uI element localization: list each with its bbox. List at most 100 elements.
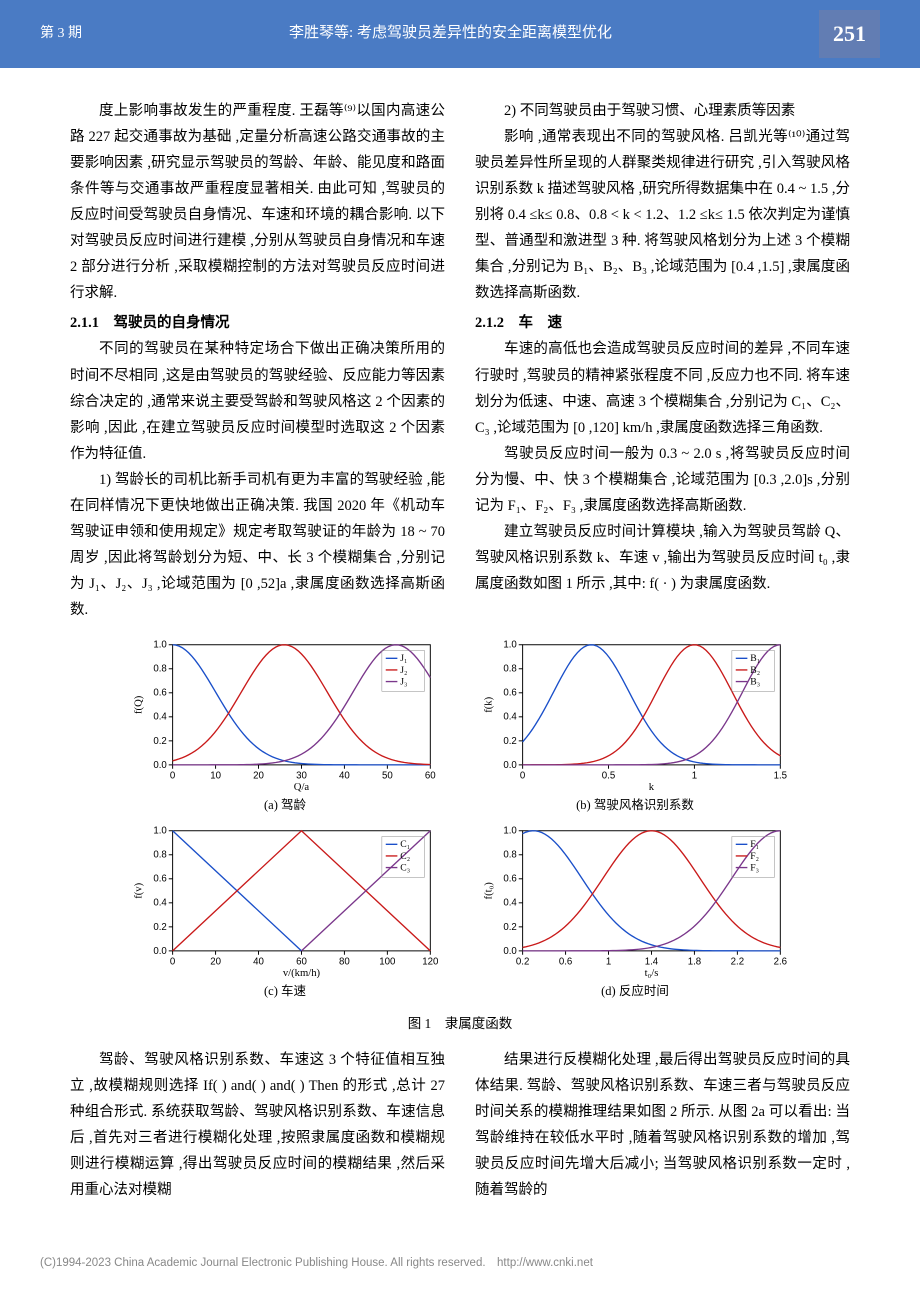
- svg-text:0.0: 0.0: [153, 946, 166, 957]
- svg-text:C₂: C₂: [400, 851, 410, 862]
- svg-text:0.8: 0.8: [503, 850, 516, 861]
- svg-text:30: 30: [296, 771, 307, 782]
- svg-text:60: 60: [296, 956, 307, 967]
- svg-text:k: k: [649, 783, 655, 793]
- svg-text:J₃: J₃: [400, 677, 407, 688]
- chart-a-svg: 01020304050600.00.20.40.60.81.0Q/af(Q)J₁…: [130, 637, 440, 792]
- svg-text:C₁: C₁: [400, 839, 410, 850]
- svg-text:0.0: 0.0: [503, 760, 516, 771]
- section-heading: 2.1.2 车 速: [475, 310, 850, 336]
- svg-text:f(t₀): f(t₀): [484, 882, 495, 900]
- chart-c-svg: 0204060801001200.00.20.40.60.81.0v/(km/h…: [130, 823, 440, 978]
- svg-text:80: 80: [339, 956, 350, 967]
- panel-a-caption: (a) 驾龄: [130, 794, 440, 817]
- svg-text:0: 0: [170, 771, 175, 782]
- svg-text:f(k): f(k): [484, 697, 495, 713]
- svg-text:10: 10: [210, 771, 221, 782]
- svg-text:0.6: 0.6: [153, 874, 166, 885]
- svg-text:J₂: J₂: [400, 665, 407, 676]
- svg-text:0.0: 0.0: [153, 760, 166, 771]
- svg-text:0.5: 0.5: [602, 771, 615, 782]
- svg-text:C₃: C₃: [400, 862, 410, 873]
- svg-text:0.2: 0.2: [503, 736, 516, 747]
- page-footer: (C)1994-2023 China Academic Journal Elec…: [0, 1223, 920, 1284]
- page-number: 251: [819, 10, 880, 58]
- svg-text:1.5: 1.5: [774, 771, 787, 782]
- chart-d-svg: 0.20.611.41.82.22.60.00.20.40.60.81.0t₀/…: [480, 823, 790, 978]
- panel-c-caption: (c) 车速: [130, 980, 440, 1003]
- svg-text:f(Q): f(Q): [134, 696, 145, 715]
- svg-text:50: 50: [382, 771, 393, 782]
- svg-text:0.4: 0.4: [503, 712, 517, 723]
- paragraph: 1) 驾龄长的司机比新手司机有更为丰富的驾驶经验 ,能在同样情况下更快地做出正确…: [70, 467, 445, 624]
- paragraph: 不同的驾驶员在某种特定场合下做出正确决策所用的时间不尽相同 ,这是由驾驶员的驾驶…: [70, 336, 445, 466]
- svg-text:1.0: 1.0: [153, 640, 166, 651]
- page-body: 度上影响事故发生的严重程度. 王磊等⁽⁹⁾以国内高速公路 227 起交通事故为基…: [0, 68, 920, 1224]
- page-header: 第 3 期 李胜琴等: 考虑驾驶员差异性的安全距离模型优化 251: [0, 0, 920, 68]
- paragraph: 建立驾驶员反应时间计算模块 ,输入为驾驶员驾龄 Q、驾驶风格识别系数 k、车速 …: [475, 519, 850, 597]
- svg-text:v/(km/h): v/(km/h): [283, 968, 321, 978]
- svg-text:0.4: 0.4: [153, 712, 167, 723]
- svg-text:0.6: 0.6: [559, 956, 572, 967]
- svg-text:120: 120: [422, 956, 438, 967]
- svg-text:B₂: B₂: [750, 665, 760, 676]
- svg-text:B₃: B₃: [750, 677, 760, 688]
- svg-text:J₁: J₁: [400, 654, 407, 665]
- svg-text:0.8: 0.8: [153, 850, 166, 861]
- svg-text:100: 100: [379, 956, 395, 967]
- svg-text:0.8: 0.8: [153, 664, 166, 675]
- figure-1-panel-d: 0.20.611.41.82.22.60.00.20.40.60.81.0t₀/…: [480, 823, 790, 1003]
- paragraph: 度上影响事故发生的严重程度. 王磊等⁽⁹⁾以国内高速公路 227 起交通事故为基…: [70, 98, 445, 307]
- svg-text:0.0: 0.0: [503, 946, 516, 957]
- figure-1-caption: 图 1 隶属度函数: [70, 1012, 850, 1036]
- paragraph: 驾驶员反应时间一般为 0.3 ~ 2.0 s ,将驾驶员反应时间分为慢、中、快 …: [475, 441, 850, 519]
- paragraph: 车速的高低也会造成驾驶员反应时间的差异 ,不同车速行驶时 ,驾驶员的精神紧张程度…: [475, 336, 850, 440]
- svg-text:2.6: 2.6: [774, 956, 787, 967]
- svg-text:1.0: 1.0: [503, 826, 516, 837]
- svg-text:0.6: 0.6: [153, 688, 166, 699]
- svg-text:1.0: 1.0: [503, 640, 516, 651]
- chart-b-svg: 0 0.5 1 1.5 0.0 0.2 0.4 0.6 0.8 1.0 k f(k) B₁B₂B₃: [480, 637, 790, 792]
- figure-1-panel-c: 0204060801001200.00.20.40.60.81.0v/(km/h…: [130, 823, 440, 1003]
- svg-text:0: 0: [170, 956, 175, 967]
- svg-text:F₁: F₁: [750, 839, 759, 850]
- svg-text:20: 20: [253, 771, 264, 782]
- paragraph: 影响 ,通常表现出不同的驾驶风格. 吕凯光等⁽¹⁰⁾通过驾驶员差异性所呈现的人群…: [475, 124, 850, 307]
- svg-text:1: 1: [606, 956, 611, 967]
- text-columns-top: 度上影响事故发生的严重程度. 王磊等⁽⁹⁾以国内高速公路 227 起交通事故为基…: [70, 98, 850, 624]
- svg-text:60: 60: [425, 771, 436, 782]
- svg-text:F₂: F₂: [750, 851, 759, 862]
- svg-text:1.0: 1.0: [153, 826, 166, 837]
- paragraph: 结果进行反模糊化处理 ,最后得出驾驶员反应时间的具体结果. 驾龄、驾驶风格识别系…: [475, 1047, 850, 1204]
- section-heading: 2.1.1 驾驶员的自身情况: [70, 310, 445, 336]
- svg-text:F₃: F₃: [750, 862, 759, 873]
- figure-1-panel-b: 0 0.5 1 1.5 0.0 0.2 0.4 0.6 0.8 1.0 k f(k) B₁B₂B₃ (b…: [480, 637, 790, 817]
- svg-text:2.2: 2.2: [731, 956, 744, 967]
- svg-text:B₁: B₁: [750, 654, 760, 665]
- svg-text:40: 40: [339, 771, 350, 782]
- svg-text:0.4: 0.4: [153, 898, 167, 909]
- svg-text:0.6: 0.6: [503, 688, 516, 699]
- svg-text:0.2: 0.2: [516, 956, 529, 967]
- panel-b-caption: (b) 驾驶风格识别系数: [480, 794, 790, 817]
- svg-text:1: 1: [692, 771, 697, 782]
- svg-text:0.2: 0.2: [153, 736, 166, 747]
- paragraph: 2) 不同驾驶员由于驾驶习惯、心理素质等因素: [475, 98, 850, 124]
- svg-text:0: 0: [520, 771, 525, 782]
- svg-text:20: 20: [210, 956, 221, 967]
- running-title: 李胜琴等: 考虑驾驶员差异性的安全距离模型优化: [82, 20, 819, 47]
- svg-text:0.2: 0.2: [503, 922, 516, 933]
- svg-text:1.4: 1.4: [645, 956, 659, 967]
- panel-d-caption: (d) 反应时间: [480, 980, 790, 1003]
- figure-1: 01020304050600.00.20.40.60.81.0Q/af(Q)J₁…: [70, 637, 850, 1036]
- svg-text:0.4: 0.4: [503, 898, 517, 909]
- svg-text:0.8: 0.8: [503, 664, 516, 675]
- text-columns-bottom: 驾龄、驾驶风格识别系数、车速这 3 个特征值相互独立 ,故模糊规则选择 If( …: [70, 1047, 850, 1204]
- figure-1-panel-a: 01020304050600.00.20.40.60.81.0Q/af(Q)J₁…: [130, 637, 440, 817]
- svg-text:t₀/s: t₀/s: [645, 968, 659, 978]
- svg-text:1.8: 1.8: [688, 956, 701, 967]
- issue-label: 第 3 期: [40, 21, 82, 46]
- svg-text:0.2: 0.2: [153, 922, 166, 933]
- svg-text:0.6: 0.6: [503, 874, 516, 885]
- paragraph: 驾龄、驾驶风格识别系数、车速这 3 个特征值相互独立 ,故模糊规则选择 If( …: [70, 1047, 445, 1204]
